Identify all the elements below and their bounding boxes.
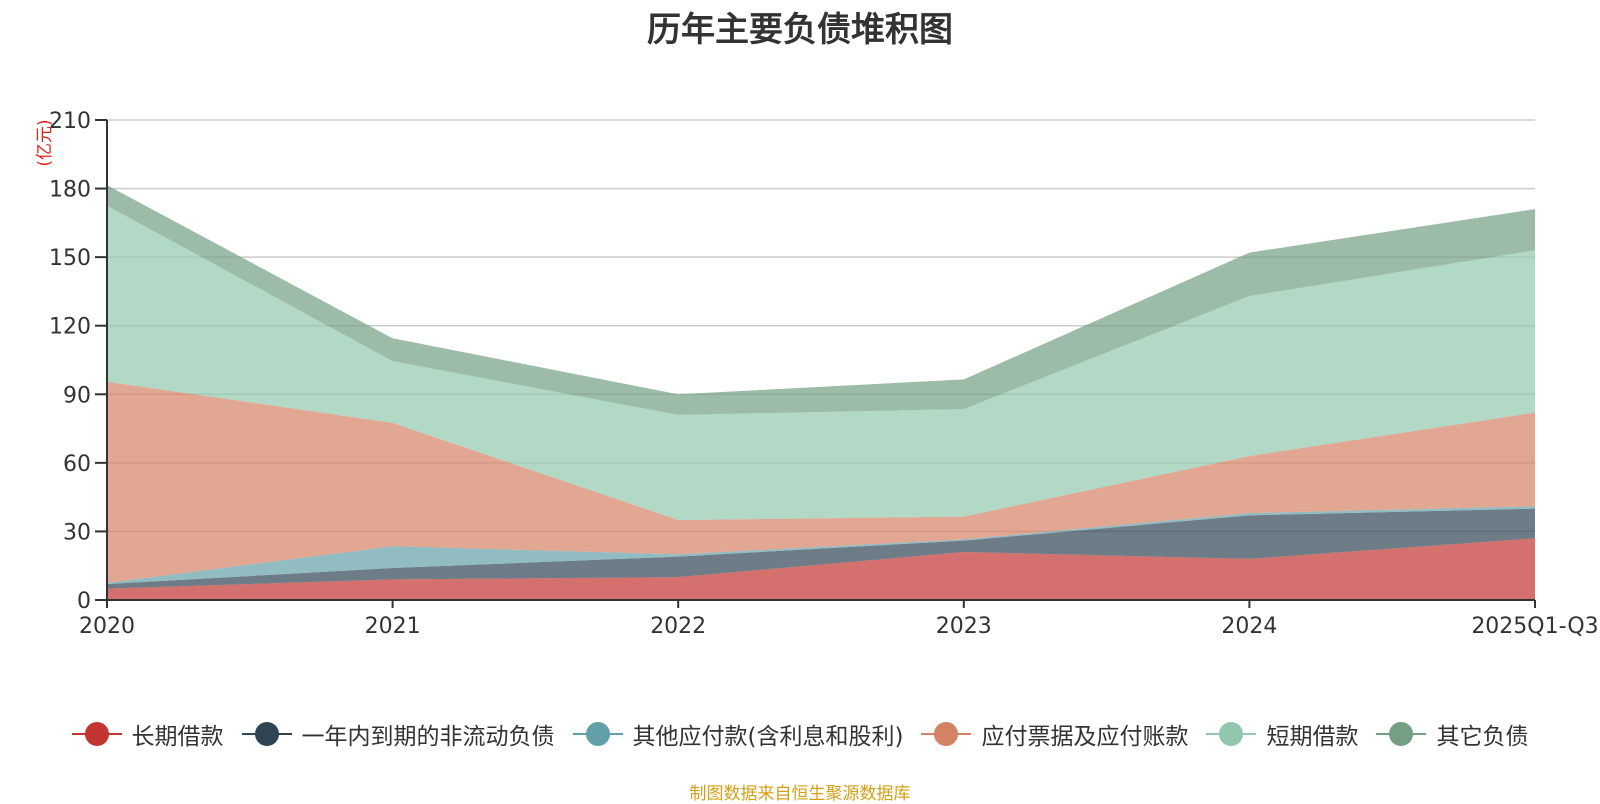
area-series-3 [107,506,1535,584]
legend-label: 其他应付款(含利息和股利) [632,724,904,750]
area-series-1 [107,538,1535,600]
legend-item[interactable]: 应付票据及应付账款 [921,717,1188,751]
y-tick-label: 60 [63,452,91,477]
legend-marker-icon [1376,722,1427,746]
legend-label: 短期借款 [1266,724,1359,750]
legend-item[interactable]: 其它负债 [1376,717,1528,751]
y-tick-label: 30 [63,520,91,545]
legend-label: 长期借款 [131,724,224,750]
legend-item[interactable]: 长期借款 [71,717,224,751]
legend-item[interactable]: 短期借款 [1206,717,1358,751]
legend-marker-icon [71,722,122,746]
y-tick-label: 150 [49,246,91,271]
y-axis-unit-label: (亿元) [35,119,55,166]
x-tick-label: 2024 [1221,614,1277,639]
legend-marker-icon [241,722,292,746]
x-tick-label: 2025Q1-Q3 [1471,614,1598,639]
area-series-4 [107,381,1535,583]
x-tick-label: 2021 [365,614,421,639]
y-tick-label: 210 [49,109,91,134]
legend-item[interactable]: 一年内到期的非流动负债 [241,717,555,751]
legend-item[interactable]: 其他应付款(含利息和股利) [572,717,904,751]
axes: 0 30 60 90 120 150 180 210 2020 2021 2022 2023 2024 2… [49,109,1599,639]
area-series-5 [107,205,1535,520]
area-series-6 [107,185,1535,415]
series-areas [107,185,1535,600]
y-tick-label: 120 [49,315,91,340]
y-tick-label: 180 [49,178,91,203]
legend-marker-icon [572,722,623,746]
legend: 长期借款 一年内到期的非流动负债 其他应付款(含利息和股利) 应付票据及应付账款 短期借… [0,716,1600,752]
source-note: 制图数据来自恒生聚源数据库 [689,784,911,804]
chart-title: 历年主要负债堆积图 [647,10,953,50]
legend-marker-icon [921,722,972,746]
x-tick-label: 2022 [650,614,706,639]
legend-label: 应付票据及应付账款 [981,724,1189,750]
y-tick-label: 90 [63,383,91,408]
x-tick-label: 2023 [936,614,992,639]
legend-label: 一年内到期的非流动负债 [301,724,555,750]
legend-marker-icon [1206,722,1257,746]
y-tick-label: 0 [77,589,91,614]
legend-label: 其它负债 [1436,724,1529,750]
x-tick-label: 2020 [79,614,135,639]
